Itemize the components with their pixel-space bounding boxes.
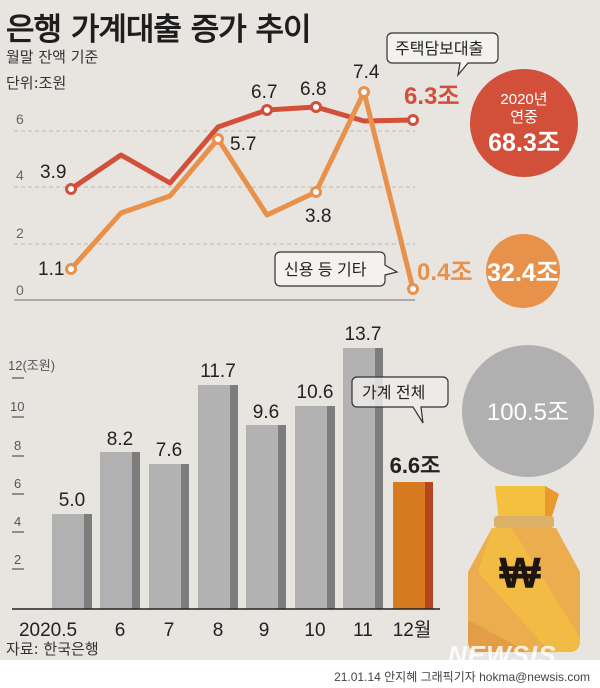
bar-ytick: 6 bbox=[14, 476, 21, 491]
badge-period: 연중 bbox=[510, 109, 538, 126]
bar-ytick: 4 bbox=[14, 514, 21, 529]
bar-label: 10.6 bbox=[297, 382, 334, 403]
bar-xlabel: 12월 bbox=[393, 619, 432, 640]
mortgage-label-sep: 6.7 bbox=[251, 82, 277, 103]
credit-label-aug: 5.7 bbox=[230, 134, 256, 155]
subtitle: 월말 잔액 기준 bbox=[6, 48, 99, 66]
mortgage-point bbox=[65, 183, 77, 195]
bar bbox=[100, 452, 132, 609]
watermark: NEWSIS bbox=[448, 640, 557, 670]
credit-annual-badge: 32.4조 bbox=[486, 234, 560, 308]
bar-xlabel: 8 bbox=[213, 620, 224, 640]
credit-point bbox=[212, 133, 224, 145]
bar-highlight bbox=[393, 482, 425, 609]
credit-point bbox=[407, 283, 419, 295]
bar-xlabel: 9 bbox=[259, 620, 270, 640]
ytick: 0 bbox=[16, 282, 24, 298]
bar-label: 9.6 bbox=[253, 402, 279, 423]
bars bbox=[52, 348, 433, 609]
line-chart: 6 4 2 0 3.9 6.7 6.8 1.1 5.7 3.8 7.4 6.3조… bbox=[14, 32, 578, 308]
credit-final-label: 0.4조 bbox=[417, 259, 472, 286]
mortgage-annual-badge: 2020년 연중 68.3조 bbox=[470, 69, 578, 177]
bar-xlabel: 10 bbox=[304, 620, 325, 640]
mortgage-point bbox=[407, 114, 419, 126]
badge-credit-total: 32.4조 bbox=[487, 259, 559, 287]
badge-year: 2020년 bbox=[500, 91, 547, 108]
ytick: 2 bbox=[16, 225, 24, 241]
mortgage-line bbox=[69, 104, 414, 192]
ytick: 4 bbox=[16, 167, 24, 183]
bar-ytick: 10 bbox=[10, 399, 24, 414]
credit-callout: 신용 등 기타 bbox=[274, 251, 399, 287]
total-callout-text: 가계 전체 bbox=[362, 384, 425, 402]
credit-label-oct: 3.8 bbox=[305, 206, 331, 227]
bar-ytick: 2 bbox=[14, 552, 21, 567]
mortgage-callout-text: 주택담보대출 bbox=[395, 40, 483, 58]
bar-ytick: 12(조원) bbox=[8, 358, 55, 373]
mortgage-label-oct: 6.8 bbox=[300, 79, 326, 100]
page-title: 은행 가계대출 증가 추이 bbox=[6, 12, 312, 48]
credit-point bbox=[65, 263, 77, 275]
bar-chart: 12(조원) 10 8 6 4 2 5.0 8.2 7.6 bbox=[8, 324, 594, 640]
credit-point bbox=[358, 86, 370, 98]
credit-label-first: 1.1 bbox=[38, 259, 64, 280]
unit-label: 단위:조원 bbox=[6, 74, 67, 92]
bar-label: 8.2 bbox=[107, 429, 133, 450]
total-callout: 가계 전체 bbox=[351, 376, 449, 424]
bar-ytick: 8 bbox=[14, 438, 21, 453]
bar-label: 7.6 bbox=[156, 440, 182, 461]
mortgage-point bbox=[310, 101, 322, 113]
bar bbox=[149, 464, 181, 609]
mortgage-callout: 주택담보대출 bbox=[386, 32, 499, 78]
bar-label-highlight: 6.6조 bbox=[390, 453, 441, 478]
total-badge: 100.5조 bbox=[462, 345, 594, 477]
bar-xlabel: 11 bbox=[353, 620, 373, 640]
bar bbox=[198, 385, 230, 609]
credit-footer: 21.01.14 안지혜 그래픽기자 hokma@newsis.com bbox=[334, 670, 590, 684]
ytick: 6 bbox=[16, 111, 24, 127]
bar-xlabel: 6 bbox=[115, 620, 126, 640]
won-symbol: ₩ bbox=[499, 549, 541, 598]
total-badge-value: 100.5조 bbox=[487, 399, 569, 426]
bar-xlabel: 7 bbox=[164, 620, 175, 640]
bar-label: 5.0 bbox=[59, 490, 85, 511]
mortgage-final-label: 6.3조 bbox=[404, 83, 459, 110]
line-gridlines bbox=[14, 130, 415, 245]
mortgage-label-first: 3.9 bbox=[40, 162, 66, 183]
credit-callout-text: 신용 등 기타 bbox=[284, 261, 367, 279]
bar-label: 13.7 bbox=[345, 324, 382, 345]
money-bag-icon: ₩ bbox=[468, 486, 580, 652]
bar bbox=[52, 514, 84, 609]
badge-mortgage-total: 68.3조 bbox=[488, 129, 560, 157]
bar bbox=[246, 425, 278, 609]
source-label: 자료: 한국은행 bbox=[6, 640, 99, 658]
bar-xlabel: 2020.5 bbox=[19, 620, 77, 640]
credit-point bbox=[310, 186, 322, 198]
credit-line bbox=[69, 89, 416, 290]
bar-label: 11.7 bbox=[200, 361, 236, 382]
mortgage-point bbox=[261, 104, 273, 116]
credit-label-nov: 7.4 bbox=[353, 62, 380, 83]
bar bbox=[295, 406, 327, 609]
